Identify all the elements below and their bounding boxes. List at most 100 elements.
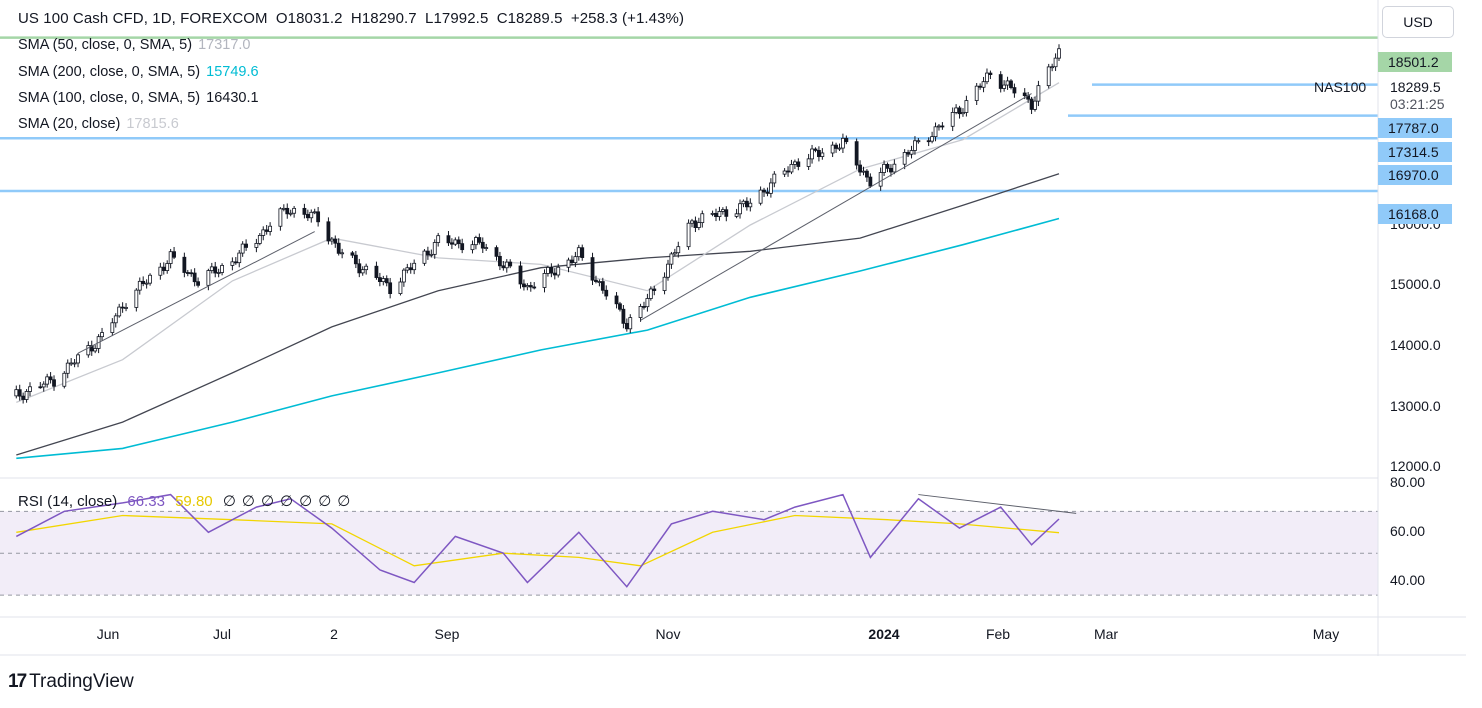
candle-down [425,250,430,256]
candle-up [950,112,955,127]
candle-down [456,239,461,245]
candle-down [614,295,619,305]
candle-down [21,395,26,400]
candle-up [62,372,67,387]
candle-up [117,306,122,317]
candle-up [892,163,897,173]
candle-down [1009,80,1013,88]
candle-up [789,163,794,173]
price-level-tag[interactable]: 16168.0 [1378,204,1452,224]
candle-down [141,280,146,285]
indicator-label: SMA (50, close, 0, SMA, 5) [18,37,193,53]
rsi-value: 66.33 [127,493,165,510]
candle-down [865,170,869,178]
candle-down [600,281,605,291]
candle-up [429,253,434,256]
candle-down [834,144,838,149]
indicator-sma200[interactable]: SMA (200, close, 0, SMA, 5) 15749.6 [18,64,259,80]
candle-up [628,317,633,330]
x-tick-label: Nov [655,626,681,642]
indicator-value: 17815.6 [126,116,179,132]
rsi-trendline [918,494,1077,514]
candle-up [110,322,115,333]
candle-up [312,211,317,214]
candle-up [93,348,98,352]
candle-up [748,202,753,208]
trendline [640,93,1032,321]
candle-down [233,261,238,264]
brand-name: TradingView [29,671,134,692]
candle-down [408,267,413,271]
candle-up [230,261,235,266]
candle-up [148,274,152,284]
indicator-sma50[interactable]: SMA (50, close, 0, SMA, 5) 17317.0 [18,37,251,53]
ohlc-change: +258.3 (+1.43%) [570,10,685,27]
candle-up [556,266,561,276]
candle-up [1046,66,1051,87]
tradingview-logo-icon: 17 [8,671,27,692]
candle-up [340,252,345,255]
candle-down [182,256,187,273]
candle-down [889,167,893,173]
currency-button[interactable]: USD [1382,6,1454,38]
candle-down [333,238,338,244]
candle-up [76,354,80,364]
candle-up [268,225,273,232]
x-tick-label: Jun [96,626,120,642]
candle-up [937,125,941,128]
candle-up [453,239,458,245]
candle-down [192,272,197,283]
candle-up [861,170,866,173]
candle-up [1005,80,1010,86]
candle-up [772,173,777,184]
candle-up [878,172,883,187]
candle-up [329,238,334,242]
candle-up [436,235,441,243]
candle-down [988,72,993,75]
brand-logo[interactable]: 17 TradingView [8,671,134,693]
candle-up [281,207,286,210]
candle-up [504,261,509,269]
candle-down [52,379,56,387]
candle-up [1050,66,1055,69]
candle-up [768,182,773,194]
candle-up [913,140,917,151]
candle-up [576,247,581,258]
candle-up [830,144,835,154]
candle-up [916,140,921,143]
candle-down [384,278,389,284]
symbol-tag: NAS100 [1314,79,1367,95]
price-level-tag[interactable]: 17314.5 [1378,142,1452,162]
rsi-extra: ∅ [260,493,275,510]
candle-down [940,125,945,128]
rsi-label: RSI (14, close) [18,493,118,510]
candle-down [446,235,451,244]
candle-down [642,306,646,308]
candle-down [305,213,310,219]
rsi-legend[interactable]: RSI (14, close) 66.33 59.80 ∅ ∅ ∅ ∅ ∅ ∅ ∅ [18,492,356,510]
price-level-tag[interactable]: 16970.0 [1378,165,1452,185]
candle-up [669,253,674,265]
indicator-sma100[interactable]: SMA (100, close, 0, SMA, 5) 16430.1 [18,90,259,106]
price-level-tag[interactable]: 17787.0 [1378,118,1452,138]
candle-down [350,252,355,256]
candle-up [1033,100,1037,110]
rsi-extra: ∅ [337,493,351,510]
candle-down [621,308,626,324]
candle-up [542,273,547,288]
candle-up [666,263,670,278]
x-tick-label: Feb [985,626,1011,642]
candle-up [841,137,845,149]
candle-down [326,221,331,242]
rsi-line [15,493,1060,588]
candle-up [28,386,32,392]
bar-countdown: 03:21:25 [1390,96,1445,112]
trendline [77,231,315,354]
candle-up [1036,85,1041,102]
indicator-sma20[interactable]: SMA (20, close) 17815.6 [18,116,179,132]
candle-up [261,229,266,236]
candle-up [933,126,938,138]
price-level-tag[interactable]: 18501.2 [1378,52,1452,72]
candle-down [357,263,362,274]
